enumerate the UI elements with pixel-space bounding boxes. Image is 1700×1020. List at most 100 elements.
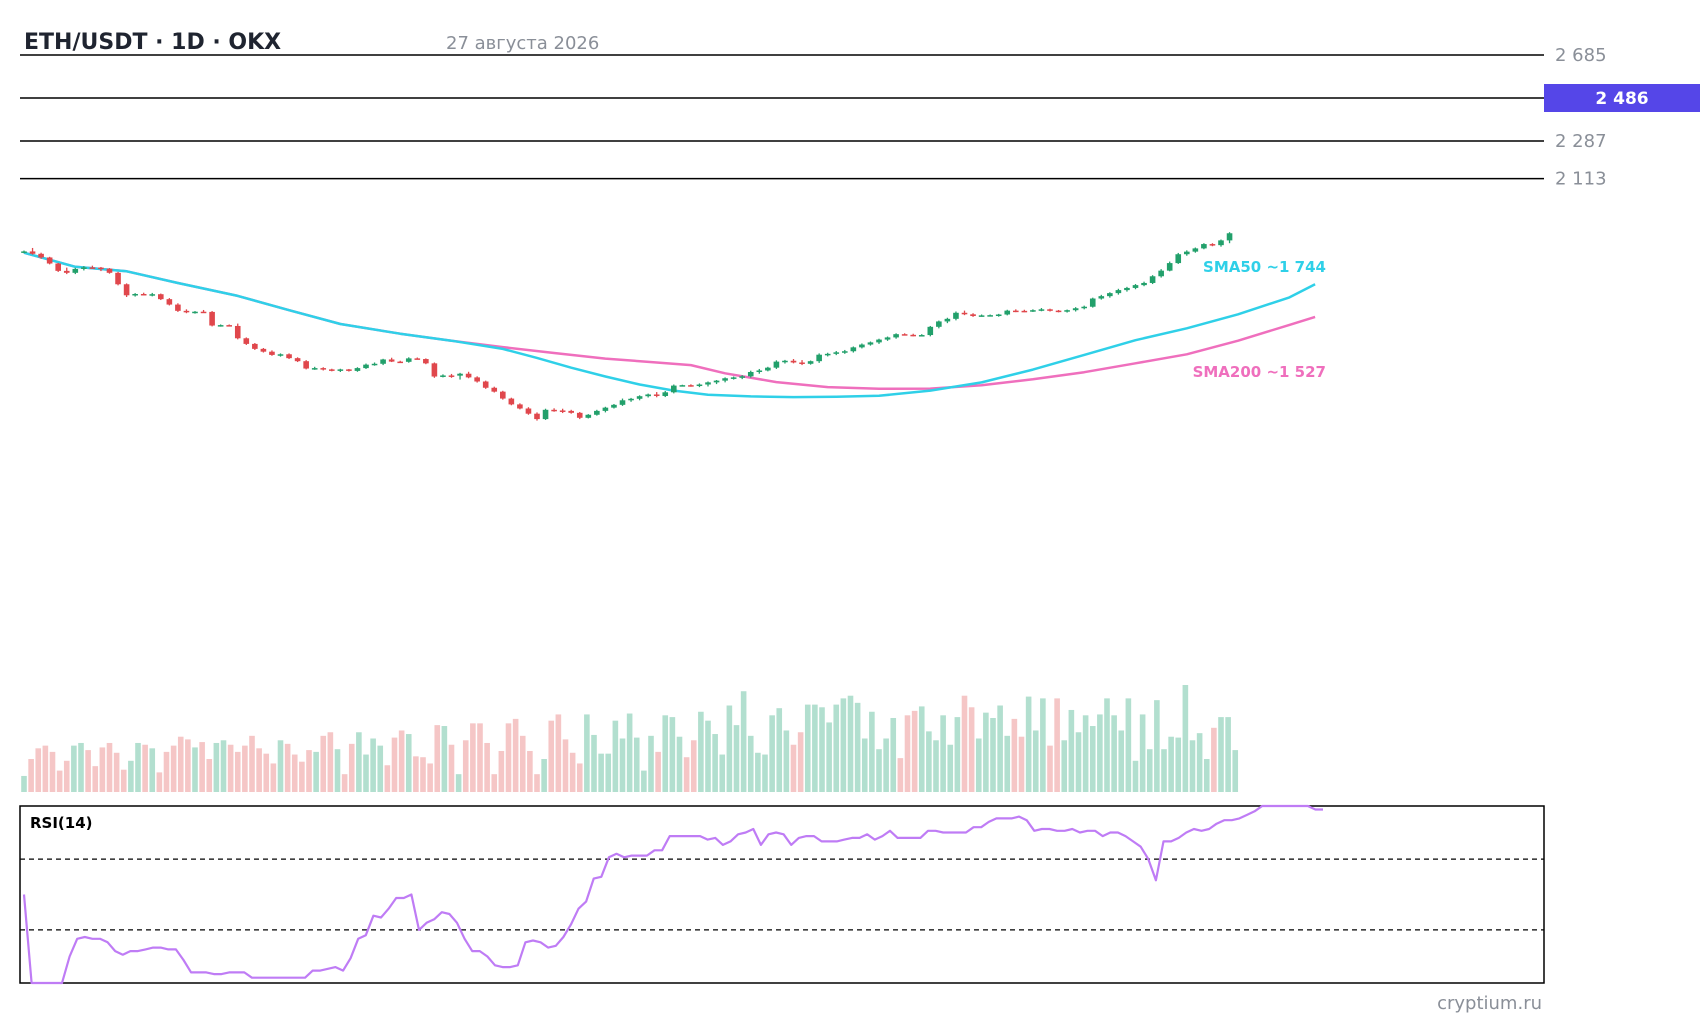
volume-bar	[1082, 715, 1089, 792]
volume-bar	[462, 740, 469, 792]
volume-bar	[918, 706, 925, 792]
candle-body	[414, 358, 421, 360]
volume-bar	[641, 770, 647, 792]
candle-body	[936, 321, 942, 327]
volume-bar	[377, 745, 384, 792]
volume-bar	[341, 774, 348, 792]
candle-body	[106, 268, 113, 273]
volume-bar	[199, 742, 205, 792]
volume-bar	[940, 715, 946, 792]
volume-bar	[954, 717, 961, 792]
volume-bar	[755, 752, 761, 792]
volume-bar	[434, 725, 441, 792]
volume-bar	[227, 744, 234, 792]
volume-bar	[99, 747, 106, 792]
candle-body	[431, 363, 438, 377]
candle-body	[158, 294, 164, 300]
volume-bar	[869, 711, 875, 792]
volume-bar	[591, 734, 597, 792]
volume-bar	[655, 751, 661, 792]
volume-bar	[234, 751, 241, 792]
candle-body	[671, 385, 677, 393]
volume-bar	[427, 763, 433, 792]
volume-bar	[142, 744, 148, 792]
candle-body	[525, 408, 532, 414]
candle-body	[1021, 310, 1028, 313]
candle-body	[893, 334, 899, 338]
candle-body	[491, 387, 498, 392]
rsi-line	[22, 804, 1323, 985]
watermark: cryptium.ru	[1437, 993, 1542, 1014]
candle-body	[363, 364, 369, 369]
volume-bar	[847, 695, 854, 792]
candle-body	[1226, 233, 1233, 241]
candle-body	[337, 369, 344, 371]
volume-bar	[1203, 759, 1210, 792]
candle-body	[1013, 310, 1019, 313]
candlesticks[interactable]	[21, 232, 1233, 421]
candle-body	[628, 398, 634, 401]
volume-bar	[78, 742, 84, 792]
volume-bar	[819, 707, 825, 792]
volume-bar	[42, 745, 49, 792]
candle-body	[611, 404, 617, 408]
rsi-panel-frame	[19, 805, 1545, 984]
chart-date: 27 августа 2026	[446, 33, 599, 54]
candle-body	[1072, 308, 1079, 311]
candle-body	[542, 409, 549, 420]
candle-body	[1149, 276, 1156, 283]
volume-bar	[648, 735, 654, 792]
candle-body	[517, 404, 523, 409]
candle-body	[1064, 310, 1070, 312]
candle-body	[1166, 263, 1173, 271]
candle-body	[799, 362, 805, 364]
volume-bar	[512, 718, 519, 792]
volume-bar	[1054, 698, 1060, 792]
level-label-0: 2 685	[1555, 45, 1607, 66]
volume-bar	[576, 763, 583, 792]
volume-bar	[334, 749, 341, 792]
volume-bar	[1061, 740, 1068, 792]
volume-bar	[71, 745, 77, 792]
volume-bar	[256, 748, 262, 792]
volume-bar	[455, 774, 462, 792]
volume-bar	[1218, 717, 1224, 792]
candle-body	[747, 371, 754, 377]
volume-bar	[448, 744, 455, 792]
volume-bar	[106, 742, 113, 792]
volume-bar	[598, 753, 604, 792]
candle-body	[756, 370, 763, 372]
candle-body	[833, 352, 840, 354]
candle-body	[29, 251, 36, 254]
volume-bar	[1139, 714, 1146, 792]
candle-body	[953, 312, 959, 319]
volume-bar	[299, 761, 305, 792]
volume-bar	[277, 740, 284, 792]
volume-bar	[776, 708, 783, 792]
candle-body	[380, 359, 386, 364]
candle-body	[252, 343, 258, 349]
candle-body	[149, 294, 156, 296]
volume-bar	[1111, 715, 1117, 792]
candle-body	[867, 342, 874, 345]
volume-bar	[220, 740, 227, 792]
volume-bar	[420, 757, 426, 792]
volume-bar	[1068, 709, 1075, 792]
volume-bar	[1004, 735, 1011, 792]
volume-bar	[733, 725, 740, 792]
candle-body	[1115, 290, 1122, 294]
volume-bar	[1018, 736, 1025, 792]
candle-body	[782, 360, 788, 363]
volume-bar	[1025, 696, 1032, 792]
volume-bar	[740, 691, 747, 792]
volume-bar	[619, 738, 626, 792]
candle-body	[978, 315, 985, 317]
volume-bar	[313, 751, 319, 792]
volume-bar	[541, 759, 547, 792]
volume-bar	[726, 705, 733, 792]
volume-bar	[605, 753, 612, 792]
volume-bar	[569, 752, 576, 792]
candle-body	[1201, 244, 1207, 249]
rsi-panel[interactable]: RSI(14)	[19, 804, 1545, 985]
